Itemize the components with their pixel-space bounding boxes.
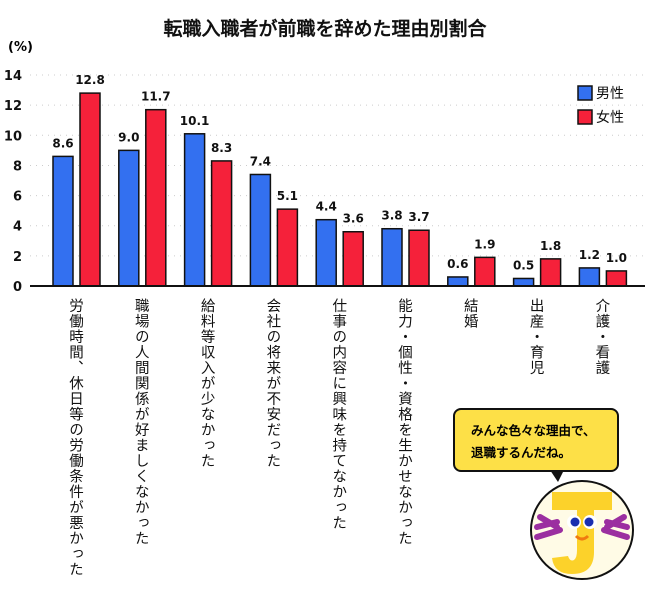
bar-female [210, 160, 233, 287]
data-label: 3.8 [381, 209, 402, 223]
data-label: 11.7 [141, 90, 171, 104]
y-tick-label: 0 [13, 280, 22, 295]
data-label: 3.7 [408, 210, 429, 224]
bar-male [447, 276, 469, 287]
bar-female [539, 258, 562, 287]
category-label: 出産・育児 [527, 298, 544, 376]
legend-label: 男性 [596, 86, 624, 102]
bar-female [605, 270, 628, 287]
y-tick-label: 10 [4, 129, 22, 144]
data-label: 8.3 [211, 141, 232, 155]
speech-bubble: みんな色々な理由で、 退職するんだね。 [453, 408, 619, 482]
y-axis-unit: (%) [8, 40, 33, 55]
data-label: 1.0 [606, 251, 627, 265]
bubble-line-1: みんな色々な理由で、 [471, 423, 596, 438]
category-label: 職場の人間関係が好ましくなかった [132, 298, 149, 546]
legend-swatch [577, 85, 593, 101]
bar-female [276, 208, 299, 287]
category-label: 介護・看護 [593, 298, 610, 376]
y-tick-label: 14 [4, 69, 22, 84]
smiling-yellow-character-icon [530, 480, 634, 580]
category-label: 労働時間、休日等の労働条件が悪かった [67, 298, 83, 577]
bar-female [145, 108, 167, 287]
data-label: 0.5 [513, 258, 534, 272]
data-label: 0.6 [447, 257, 468, 271]
bar-female [79, 92, 101, 287]
bar-female [408, 229, 430, 287]
data-label: 1.8 [540, 239, 561, 253]
legend-label: 女性 [596, 109, 624, 126]
legend-swatch [577, 109, 593, 125]
y-tick-label: 4 [13, 220, 22, 235]
category-label: 給料等収入が少なかった [198, 298, 215, 469]
data-label: 5.1 [277, 189, 298, 203]
bubble-line-2: 退職するんだね。 [471, 445, 572, 460]
chart-title: 転職入職者が前職を辞めた理由別割合 [163, 18, 487, 40]
data-label: 9.0 [118, 130, 139, 144]
data-label: 3.6 [343, 212, 364, 226]
bar-male [249, 173, 272, 287]
y-tick-label: 2 [13, 250, 22, 265]
bar-male [578, 267, 601, 287]
data-label: 12.8 [75, 73, 105, 87]
data-label: 8.6 [52, 136, 73, 150]
bar-plot: 0 2 4 6 8 10 12 14 8.6 12.8 9.0 11.7 10.18.3 7.4 5.1 4.… [4, 69, 645, 295]
category-label: 会社の将来が不安だった [264, 298, 281, 469]
bar-male [183, 133, 206, 287]
y-tick-label: 6 [13, 190, 22, 205]
data-label: 10.1 [180, 114, 210, 128]
bar-female [342, 230, 364, 287]
category-label: 結婚 [461, 298, 478, 329]
category-label: 能力・個性・資格を生かせなかった [396, 298, 412, 546]
bar-female [474, 256, 496, 287]
bar-male [118, 149, 140, 287]
bar-male [52, 155, 74, 287]
data-label: 7.4 [250, 154, 271, 168]
bar-male [381, 227, 403, 287]
category-label: 仕事の内容に興味を持てなかった [330, 298, 347, 531]
bar-male [512, 277, 535, 287]
data-label: 1.2 [579, 248, 600, 262]
data-label: 4.4 [316, 200, 337, 214]
data-label: 1.9 [474, 237, 495, 251]
bar-male [315, 218, 337, 287]
y-tick-label: 12 [4, 99, 22, 114]
y-tick-label: 8 [13, 159, 22, 174]
